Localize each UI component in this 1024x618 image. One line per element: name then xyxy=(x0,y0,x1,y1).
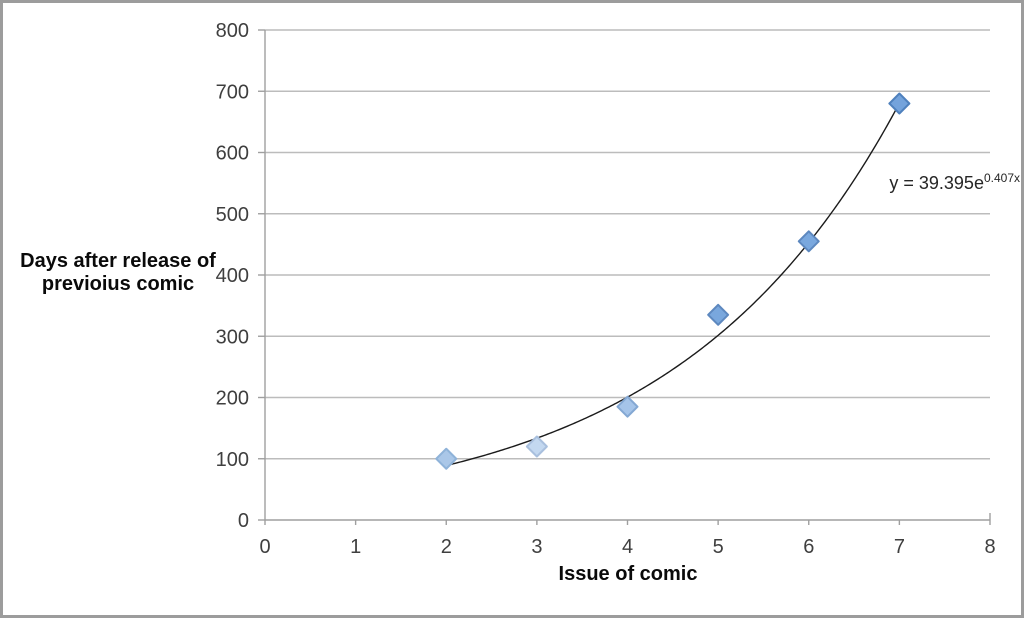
y-tick-label-700: 700 xyxy=(216,81,249,103)
y-tick-label-800: 800 xyxy=(216,20,249,42)
data-point-3 xyxy=(525,435,548,458)
x-tick-label-6: 6 xyxy=(803,536,814,558)
y-tick-label-300: 300 xyxy=(216,326,249,348)
y-axis-title-line1: Days after release of xyxy=(20,250,216,272)
y-tick-label-200: 200 xyxy=(216,388,249,410)
data-point-6 xyxy=(797,230,820,253)
x-tick-label-8: 8 xyxy=(984,536,995,558)
y-axis-title-line2: previoius comic xyxy=(41,273,195,295)
x-tick-label-3: 3 xyxy=(531,536,542,558)
trendline-equation: y = 39.395e0.407x xyxy=(872,171,1020,194)
x-tick-label-2: 2 xyxy=(441,536,452,558)
y-tick-label-500: 500 xyxy=(216,204,249,226)
x-tick-label-1: 1 xyxy=(350,536,361,558)
x-tick-label-7: 7 xyxy=(894,536,905,558)
y-tick-label-400: 400 xyxy=(216,265,249,287)
x-axis-title: Issue of comic xyxy=(558,563,698,585)
x-tick-label-0: 0 xyxy=(259,536,270,558)
data-point-7 xyxy=(888,92,911,115)
y-tick-label-100: 100 xyxy=(216,449,249,471)
y-tick-label-0: 0 xyxy=(238,510,249,532)
x-tick-label-4: 4 xyxy=(622,536,633,558)
trendline-curve xyxy=(446,96,904,467)
x-tick-label-5: 5 xyxy=(713,536,724,558)
y-tick-label-600: 600 xyxy=(216,143,249,165)
equation-exponent: 0.407x xyxy=(983,171,1020,185)
y-axis-title: Days after release of previoius comic xyxy=(12,250,224,296)
equation-base: y = 39.395e xyxy=(889,173,984,193)
data-point-2 xyxy=(435,447,458,470)
data-point-4 xyxy=(616,395,639,418)
data-point-5 xyxy=(707,303,730,326)
